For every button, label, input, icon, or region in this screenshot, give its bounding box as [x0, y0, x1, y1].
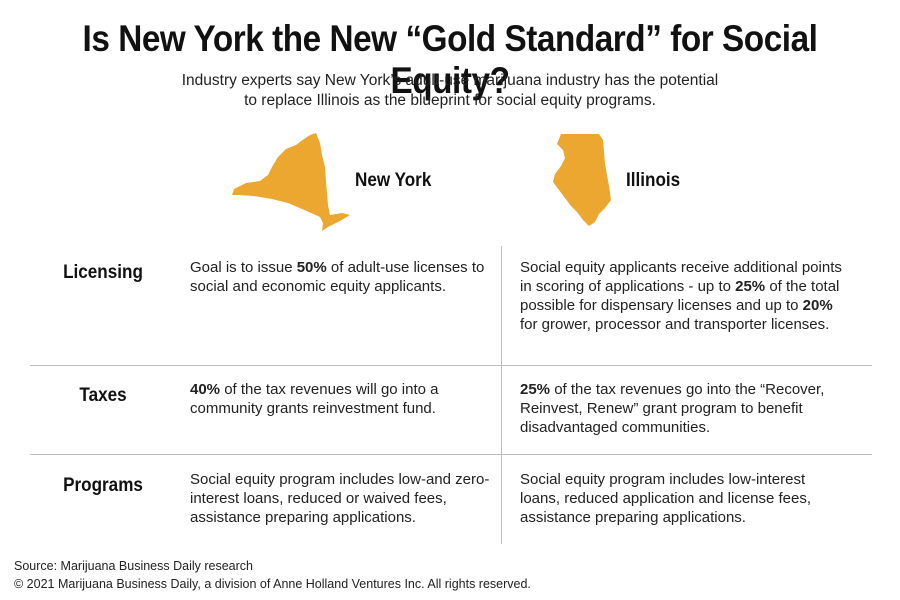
illinois-map-icon: [553, 134, 611, 226]
row-label-licensing: Licensing: [63, 262, 143, 283]
column-divider: [501, 246, 502, 544]
cell-programs-illinois: Social equity program includes low-inter…: [520, 471, 812, 526]
cell-licensing-illinois: Social equity applicants receive additio…: [520, 259, 842, 333]
copyright-note: © 2021 Marijuana Business Daily, a divis…: [14, 577, 531, 591]
illinois-label: Illinois: [626, 170, 681, 191]
row-divider: [30, 365, 872, 366]
row-label-taxes: Taxes: [79, 385, 127, 406]
cell-programs-new-york: Social equity program includes low-and z…: [190, 471, 490, 526]
row-divider: [30, 454, 872, 455]
page-title: Is New York the New “Gold Standard” for …: [82, 18, 818, 101]
cell-taxes-new-york: 40% of the tax revenues will go into a c…: [190, 381, 439, 417]
source-note: Source: Marijuana Business Daily researc…: [14, 559, 253, 573]
subtitle-line-2: to replace Illinois as the blueprint for…: [244, 92, 656, 109]
new-york-map-icon: [232, 133, 350, 231]
row-label-programs: Programs: [63, 475, 143, 496]
cell-taxes-illinois: 25% of the tax revenues go into the “Rec…: [520, 381, 825, 436]
new-york-label: New York: [355, 170, 432, 191]
page-subtitle: Industry experts say New York’s adult-us…: [0, 71, 900, 111]
cell-licensing-new-york: Goal is to issue 50% of adult-use licens…: [190, 259, 485, 295]
subtitle-line-1: Industry experts say New York’s adult-us…: [181, 72, 719, 89]
